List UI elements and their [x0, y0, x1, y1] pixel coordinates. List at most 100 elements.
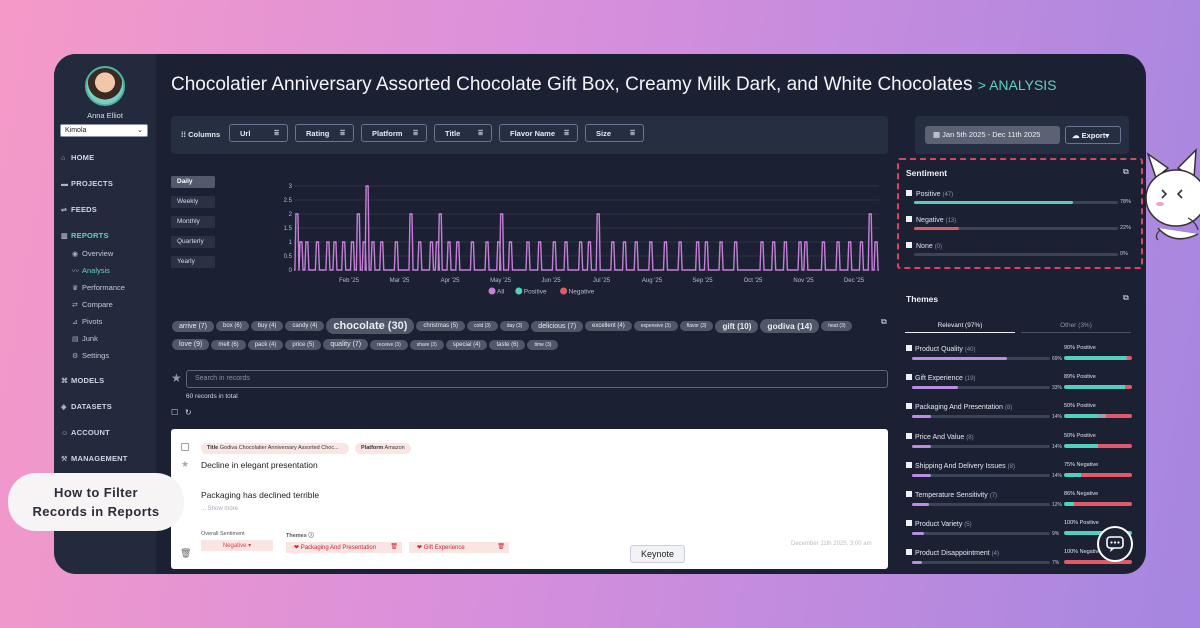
breadcrumb[interactable]: > ANALYSIS: [977, 77, 1057, 93]
sentiment-row-negative[interactable]: Negative (13): [906, 216, 1132, 224]
word-tag[interactable]: taste (6): [489, 339, 526, 350]
theme-row[interactable]: Shipping And Delivery Issues (8) 14% 75% N…: [906, 461, 1132, 490]
word-tag[interactable]: excellent (4): [585, 321, 632, 331]
nav-datasets[interactable]: ◈ DATASETS: [61, 402, 112, 411]
word-tag[interactable]: day (3): [499, 321, 530, 331]
period-quarterly[interactable]: Quarterly: [171, 236, 215, 248]
checkbox[interactable]: [906, 491, 912, 497]
sub-pivots[interactable]: ⊿ Pivots: [72, 317, 102, 326]
checkbox[interactable]: [906, 549, 912, 556]
word-tag[interactable]: chocolate (30): [326, 318, 415, 334]
star-icon[interactable]: ★: [171, 371, 182, 385]
copy-icon[interactable]: ⧉: [1123, 293, 1129, 302]
nav-models[interactable]: ⌘ MODELS: [61, 376, 104, 385]
word-tag[interactable]: share (3): [409, 339, 444, 350]
word-tag[interactable]: buy (4): [250, 321, 284, 331]
select-all-checkbox[interactable]: ☐: [171, 408, 179, 417]
period-monthly[interactable]: Monthly: [171, 216, 215, 228]
date-range-button[interactable]: ▦ Jan 5th 2025 - Dec 11th 2025: [925, 126, 1060, 144]
checkbox[interactable]: [906, 190, 912, 196]
sub-junk[interactable]: ▤ Junk: [72, 334, 98, 343]
nav-home[interactable]: ⌂ HOME: [61, 153, 94, 162]
checkbox[interactable]: [906, 242, 912, 248]
word-tag[interactable]: pack (4): [247, 339, 284, 350]
filter-title[interactable]: Title ⩸: [434, 124, 492, 142]
word-tag[interactable]: price (5): [285, 339, 322, 350]
legend-label[interactable]: Negative: [569, 289, 595, 296]
theme-row[interactable]: Packaging And Presentation (8) 14% 50% Pos…: [906, 403, 1132, 431]
word-tag[interactable]: christmas (5): [416, 321, 466, 331]
filter-url[interactable]: Url ⩸: [229, 124, 288, 142]
tab-relevant[interactable]: Relevant (97%): [905, 322, 1015, 333]
sentiment-select[interactable]: Negative ▾: [201, 540, 273, 551]
word-tag[interactable]: time (3): [527, 339, 559, 350]
theme-row[interactable]: Product Disappointment (4) 7% 100% Negativ…: [906, 549, 1132, 574]
theme-row[interactable]: Price And Value (8) 14% 50% Positive: [906, 432, 1132, 461]
word-tag[interactable]: delicious (7): [531, 320, 584, 332]
word-tag[interactable]: arrive (7): [172, 320, 215, 332]
nav-feeds[interactable]: ⇌ FEEDS: [61, 205, 97, 214]
theme-tag[interactable]: ❤ Gift Experience 🗑: [409, 542, 509, 553]
delete-icon[interactable]: 🗑: [390, 544, 398, 550]
theme-row[interactable]: Gift Experience (19) 33% 89% Positive: [906, 374, 1132, 402]
checkbox[interactable]: [906, 216, 912, 222]
word-tag[interactable]: candy (4): [285, 321, 325, 331]
sub-settings[interactable]: ⚙ Settings: [72, 351, 109, 360]
word-tag[interactable]: love (9): [172, 339, 210, 351]
workspace-select[interactable]: Kimola ⌄: [60, 124, 148, 137]
theme-row[interactable]: Product Variety (5) 9% 100% Positive: [906, 520, 1132, 548]
filter-size[interactable]: Size ⩸: [585, 124, 644, 142]
tab-other[interactable]: Other (3%): [1021, 322, 1131, 333]
title-pill[interactable]: Title Godiva Chocolatier Anniversary Ass…: [201, 443, 349, 454]
columns-button[interactable]: ⁞⁞ Columns: [181, 130, 220, 139]
sub-performance[interactable]: ♛ Performance: [72, 283, 125, 292]
checkbox[interactable]: [906, 345, 912, 351]
word-tag[interactable]: quality (7): [323, 339, 369, 351]
nav-reports[interactable]: ▥ REPORTS: [61, 231, 109, 240]
platform-pill[interactable]: Platform Amazon: [355, 443, 411, 454]
sub-compare[interactable]: ⇄ Compare: [72, 300, 113, 309]
show-more-link[interactable]: ... Show more: [201, 506, 239, 512]
nav-management[interactable]: ⚒ MANAGEMENT: [61, 454, 128, 463]
filter-platform[interactable]: Platform ⩸: [361, 124, 427, 142]
sub-overview[interactable]: ◉ Overview: [72, 249, 113, 258]
word-tag[interactable]: cold (3): [467, 321, 498, 331]
checkbox[interactable]: [906, 461, 912, 468]
word-tag[interactable]: receive (3): [370, 339, 408, 350]
sub-analysis[interactable]: 〰 Analysis: [72, 266, 110, 276]
legend-label[interactable]: All: [497, 289, 505, 296]
chat-button[interactable]: [1097, 526, 1133, 562]
filter-flavor-name[interactable]: Flavor Name ⩸: [499, 124, 578, 142]
checkbox[interactable]: [906, 403, 912, 410]
period-weekly[interactable]: Weekly: [171, 196, 215, 208]
word-tag[interactable]: box (6): [216, 321, 249, 331]
search-input[interactable]: Search in records: [186, 370, 888, 388]
period-daily[interactable]: Daily: [171, 176, 215, 188]
copy-icon[interactable]: ⧉: [1123, 167, 1129, 176]
period-yearly[interactable]: Yearly: [171, 256, 215, 268]
word-tag[interactable]: flavor (3): [679, 321, 714, 331]
word-tag[interactable]: heat (3): [821, 321, 853, 331]
export-button[interactable]: ☁ Export▾: [1065, 126, 1121, 144]
nav-projects[interactable]: ▬ PROJECTS: [61, 179, 113, 188]
filter-rating[interactable]: Rating ⩸: [295, 124, 354, 142]
refresh-icon[interactable]: ↻: [184, 408, 192, 417]
word-tag[interactable]: special (4): [445, 339, 488, 350]
avatar[interactable]: [85, 66, 125, 106]
sentiment-row-none[interactable]: None (0): [906, 242, 1132, 250]
word-tag[interactable]: gift (10): [715, 319, 759, 333]
word-tag[interactable]: godiva (14): [760, 319, 820, 333]
delete-icon[interactable]: 🗑: [497, 544, 505, 550]
checkbox[interactable]: [906, 520, 912, 527]
sentiment-row-positive[interactable]: Positive (47): [906, 190, 1132, 198]
theme-tag[interactable]: ❤ Packaging And Presentation 🗑: [286, 542, 402, 553]
theme-row[interactable]: Product Quality (40) 69% 90% Positive: [906, 345, 1132, 373]
theme-row[interactable]: Temperature Sensitivity (7) 12% 86% Negati…: [906, 491, 1132, 519]
star-icon[interactable]: ★: [181, 459, 190, 469]
word-tag[interactable]: melt (6): [211, 339, 246, 350]
record-checkbox[interactable]: [181, 443, 189, 451]
legend-label[interactable]: Positive: [524, 289, 547, 296]
checkbox[interactable]: [906, 432, 912, 439]
word-tag[interactable]: expensive (3): [633, 321, 678, 331]
checkbox[interactable]: [906, 374, 912, 381]
